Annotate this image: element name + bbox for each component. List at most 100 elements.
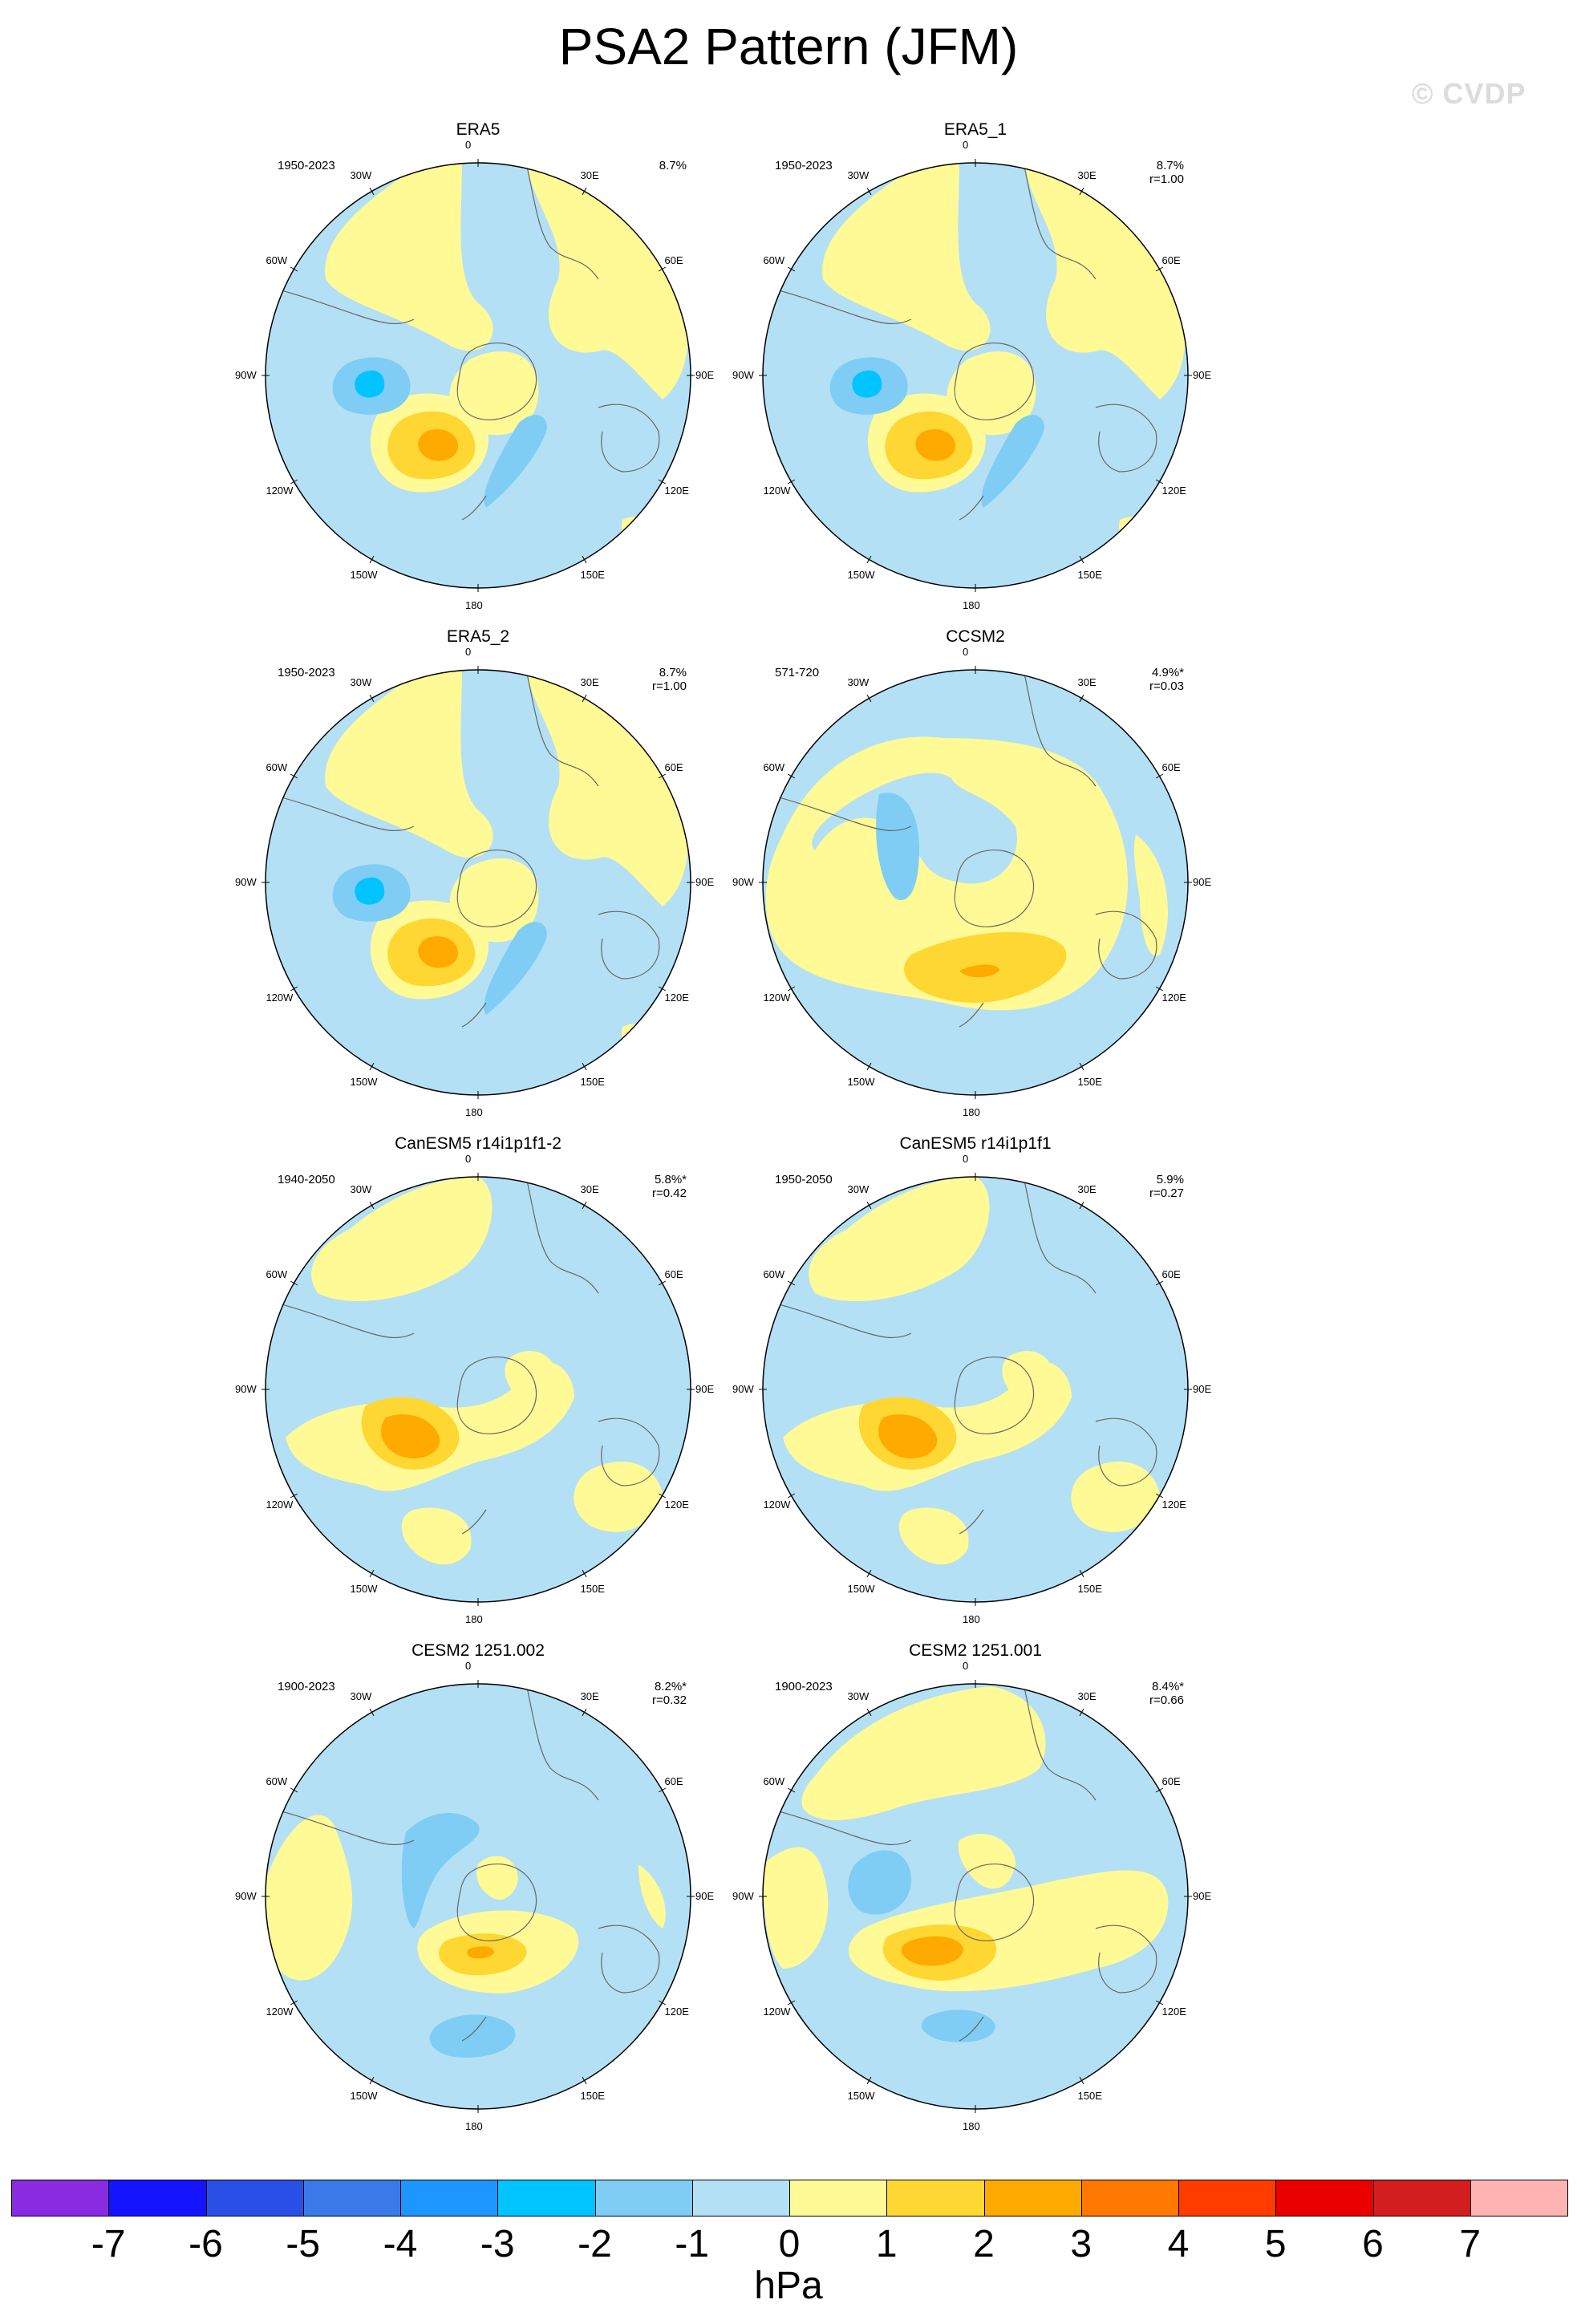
contour-region xyxy=(401,1813,480,1929)
polar-map xyxy=(261,159,695,592)
longitude-label: 120W xyxy=(266,2005,294,2018)
coastline xyxy=(954,1357,1035,1434)
coastline xyxy=(269,1300,415,1338)
contour-region xyxy=(355,370,385,398)
longitude-tick xyxy=(290,2000,298,2006)
longitude-label: 60E xyxy=(1161,760,1181,773)
contour-region xyxy=(429,2014,516,2058)
colorbar-tick-label: -1 xyxy=(675,2223,710,2265)
longitude-label: 0 xyxy=(963,1153,969,1165)
colorbar-segment xyxy=(108,2180,207,2217)
longitude-label: 90E xyxy=(1193,1890,1212,1902)
contour-region xyxy=(311,1177,493,1301)
longitude-tick xyxy=(369,555,375,564)
polar-map xyxy=(759,666,1192,1099)
coastline xyxy=(959,495,984,521)
longitude-tick xyxy=(787,1787,796,1793)
longitude-label: 120W xyxy=(266,1498,294,1511)
longitude-label: 180 xyxy=(963,1106,980,1118)
colorbar-segment xyxy=(594,2180,693,2217)
panel-pattern-correlation: r=0.66 xyxy=(1149,1693,1184,1707)
coastline xyxy=(959,2016,984,2042)
longitude-tick xyxy=(658,1787,667,1793)
longitude-label: 0 xyxy=(963,139,969,151)
longitude-tick xyxy=(1079,1201,1084,1210)
longitude-tick xyxy=(582,187,587,196)
longitude-label: 30W xyxy=(847,1183,870,1196)
panel-title: ERA5_1 xyxy=(943,120,1007,139)
coastline xyxy=(1095,911,1157,979)
coastline xyxy=(269,286,415,324)
colorbar-tick-label: -7 xyxy=(91,2223,126,2265)
longitude-label: 30W xyxy=(350,1183,372,1196)
panel-stats: 4.9%* r=0.03 xyxy=(1128,666,1184,693)
panel-title: CanESM5 r14i1p1f1 xyxy=(899,1134,1052,1153)
longitude-tick xyxy=(866,1062,872,1071)
longitude-tick xyxy=(658,2000,667,2006)
longitude-label: 120E xyxy=(1161,484,1186,497)
longitude-label: 30E xyxy=(580,169,599,182)
colorbar-segment xyxy=(1372,2180,1471,2217)
coastline xyxy=(525,163,599,280)
colorbar-segment xyxy=(1178,2180,1277,2217)
colorbar-tick-label: 1 xyxy=(875,2223,898,2265)
longitude-label: 30E xyxy=(1077,1690,1097,1703)
coastline xyxy=(456,343,537,420)
longitude-tick xyxy=(658,986,667,992)
longitude-label: 90W xyxy=(732,1383,754,1395)
longitude-tick xyxy=(1079,187,1084,196)
longitude-label: 30E xyxy=(1077,1183,1097,1196)
longitude-tick xyxy=(369,1062,375,1071)
longitude-label: 90E xyxy=(1193,876,1212,888)
longitude-tick xyxy=(866,555,872,564)
coastline xyxy=(598,404,660,473)
panel-stats: 5.8%* r=0.42 xyxy=(630,1173,687,1200)
longitude-tick xyxy=(658,479,667,485)
panel-pattern-correlation: r=1.00 xyxy=(652,679,687,693)
longitude-label: 150E xyxy=(580,1075,605,1088)
panel-stats: 8.7% xyxy=(630,159,687,172)
longitude-label: 30W xyxy=(350,169,372,182)
contour-region xyxy=(809,1177,990,1301)
panel-title: CCSM2 xyxy=(946,627,1005,646)
longitude-label: 90W xyxy=(235,1890,257,1902)
longitude-label: 30W xyxy=(847,676,870,689)
longitude-label: 150W xyxy=(350,1582,378,1595)
panel-stats: 8.7% r=1.00 xyxy=(630,666,687,693)
longitude-tick xyxy=(369,1201,375,1210)
map-panel: CESM2 1251.002 1900-2023 8.2%* r=0.32 0 30E 60… xyxy=(173,1641,783,2132)
longitude-label: 150E xyxy=(580,1582,605,1595)
polar-map xyxy=(261,1173,695,1606)
longitude-label: 30E xyxy=(580,1183,599,1196)
colorbar-segment xyxy=(1080,2180,1179,2217)
coastline xyxy=(766,286,912,324)
coastline xyxy=(461,1509,487,1535)
panel-years: 571-720 xyxy=(775,666,820,679)
coastline xyxy=(598,911,660,979)
contour-region xyxy=(1071,1462,1160,1532)
longitude-label: 150E xyxy=(1077,1075,1102,1088)
longitude-tick xyxy=(369,1569,375,1578)
longitude-tick xyxy=(1155,1787,1164,1793)
longitude-label: 30W xyxy=(350,1690,372,1703)
panel-variance-explained: 8.4%* xyxy=(1151,1680,1184,1693)
longitude-tick xyxy=(1079,1062,1084,1071)
contour-region xyxy=(878,1414,938,1458)
longitude-tick xyxy=(787,2000,796,2006)
longitude-label: 180 xyxy=(465,1613,483,1625)
contour-region xyxy=(848,1850,911,1915)
longitude-label: 0 xyxy=(465,646,472,658)
longitude-tick xyxy=(290,479,298,485)
panel-years: 1900-2023 xyxy=(278,1680,335,1693)
contour-region xyxy=(1002,1350,1056,1406)
longitude-label: 120E xyxy=(1161,991,1186,1004)
longitude-label: 120E xyxy=(664,1498,689,1511)
panel-variance-explained: 5.8%* xyxy=(654,1173,687,1186)
panel-variance-explained: 8.2%* xyxy=(654,1680,687,1693)
colorbar-segment xyxy=(1275,2180,1374,2217)
polar-map xyxy=(261,666,695,1099)
longitude-tick xyxy=(369,187,375,196)
longitude-label: 120E xyxy=(1161,1498,1186,1511)
longitude-label: 60E xyxy=(1161,1267,1181,1280)
coastline xyxy=(766,793,912,831)
